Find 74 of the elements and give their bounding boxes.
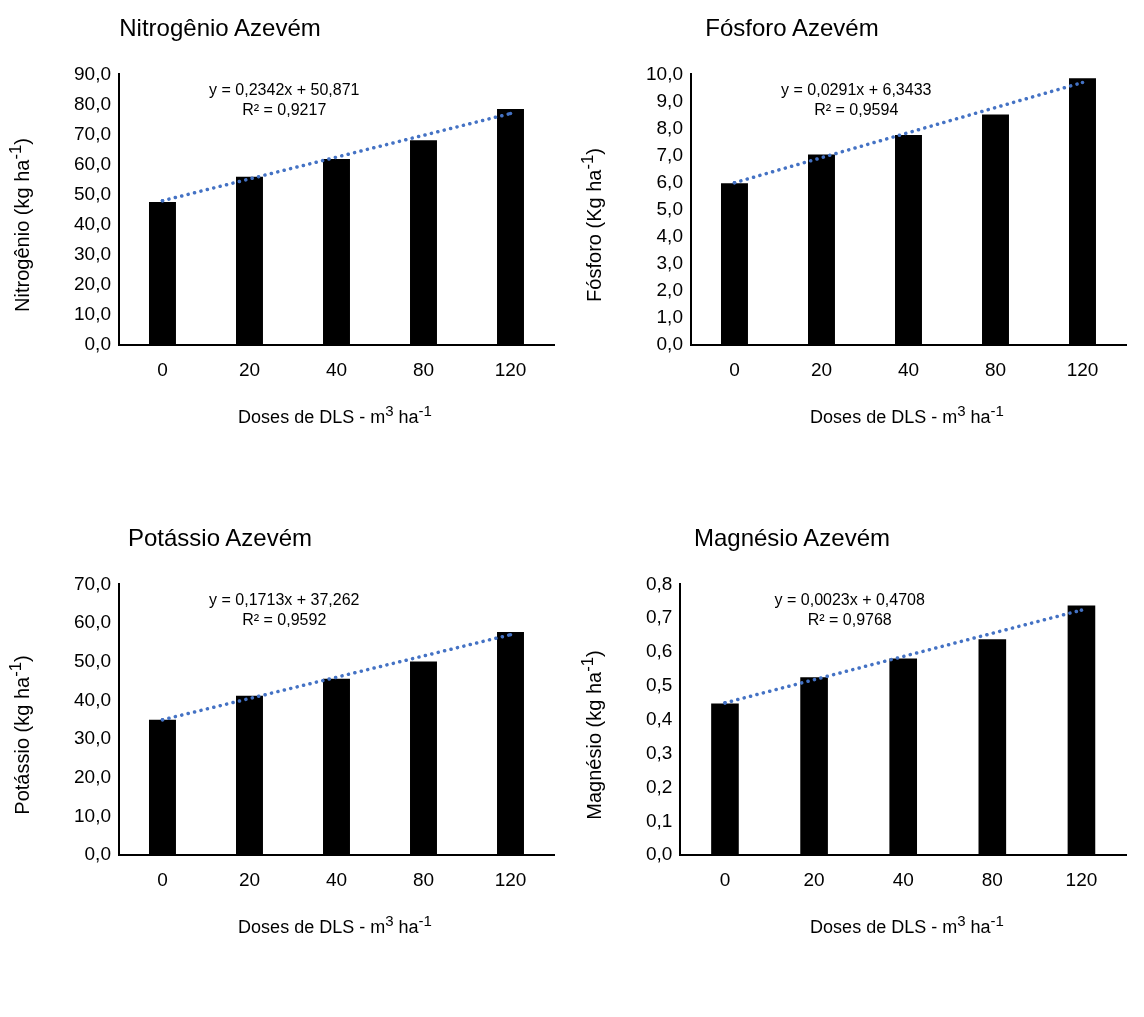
x-axis-title: Doses de DLS - m$^{3}$ ha$^{-1}$ <box>237 402 433 428</box>
x-tick-label: 20 <box>810 358 833 380</box>
y-tick-label: 60,0 <box>74 152 111 174</box>
x-tick-label: 20 <box>803 868 825 890</box>
y-tick-label: 0,0 <box>645 843 673 865</box>
y-tick-label: 10,0 <box>646 62 683 84</box>
y-tick-label: 0,0 <box>84 333 111 355</box>
y-tick-label: 0,5 <box>645 674 673 696</box>
y-tick-label: 5,0 <box>656 198 683 220</box>
y-tick-label: 0,2 <box>645 775 673 797</box>
y-tick-label: 80,0 <box>74 92 111 114</box>
x-tick-label: 120 <box>494 868 527 890</box>
y-tick-label: 4,0 <box>656 225 683 247</box>
y-tick-label: 40,0 <box>74 213 111 235</box>
y-tick-label: 0,0 <box>656 333 683 355</box>
x-tick-label: 40 <box>897 358 920 380</box>
y-tick-label: 30,0 <box>74 243 111 265</box>
x-tick-label: 80 <box>984 358 1007 380</box>
chart-title: Magnésio Azevém <box>692 524 892 552</box>
x-tick-label: 120 <box>494 358 527 380</box>
y-tick-label: 6,0 <box>656 170 683 192</box>
x-tick-label: 40 <box>892 868 914 890</box>
annotation: R² = 0,9768 <box>807 610 892 628</box>
x-tick-label: 0 <box>719 868 731 890</box>
x-tick-label: 40 <box>325 868 348 890</box>
y-tick-label: 0,6 <box>645 640 673 662</box>
annotation: R² = 0,9217 <box>242 100 327 118</box>
y-tick-label: 0,7 <box>645 606 673 628</box>
y-tick-label: 7,0 <box>656 143 683 165</box>
y-tick-label: 20,0 <box>74 766 111 788</box>
x-tick-label: 0 <box>157 868 168 890</box>
annotation: y = 0,2342x + 50,871 <box>209 80 360 98</box>
y-tick-label: 70,0 <box>74 572 111 594</box>
y-tick-label: 90,0 <box>74 62 111 84</box>
y-tick-label: 40,0 <box>74 688 111 710</box>
annotation: R² = 0,9592 <box>242 610 327 628</box>
x-tick-label: 120 <box>1065 868 1098 890</box>
y-tick-label: 2,0 <box>656 279 683 301</box>
y-tick-label: 0,8 <box>645 572 673 594</box>
y-tick-label: 8,0 <box>656 116 683 138</box>
x-axis-title: Doses de DLS - m$^{3}$ ha$^{-1}$ <box>809 402 1005 428</box>
x-tick-label: 80 <box>412 358 435 380</box>
x-tick-label: 20 <box>238 868 261 890</box>
y-tick-label: 10,0 <box>74 804 111 826</box>
y-tick-label: 50,0 <box>74 650 111 672</box>
y-tick-label: 9,0 <box>656 89 683 111</box>
annotation: R² = 0,9594 <box>814 100 899 118</box>
x-tick-label: 20 <box>238 358 261 380</box>
x-axis-title: Doses de DLS - m$^{3}$ ha$^{-1}$ <box>809 912 1005 938</box>
chart-title: Nitrogênio Azevém <box>118 14 322 42</box>
y-tick-label: 0,4 <box>645 708 673 730</box>
y-tick-label: 3,0 <box>656 252 683 274</box>
y-tick-label: 20,0 <box>74 273 111 295</box>
annotation: y = 0,0023x + 0,4708 <box>774 590 926 608</box>
x-tick-label: 0 <box>729 358 740 380</box>
y-tick-label: 0,3 <box>645 741 673 763</box>
x-tick-label: 40 <box>325 358 348 380</box>
x-tick-label: 120 <box>1066 358 1099 380</box>
y-tick-label: 0,0 <box>84 843 111 865</box>
chart-title: Potássio Azevém <box>126 524 314 552</box>
y-tick-label: 10,0 <box>74 303 111 325</box>
y-tick-label: 50,0 <box>74 182 111 204</box>
x-tick-label: 80 <box>981 868 1003 890</box>
y-tick-label: 0,1 <box>645 809 673 831</box>
y-tick-label: 60,0 <box>74 611 111 633</box>
x-tick-label: 0 <box>157 358 168 380</box>
y-tick-label: 30,0 <box>74 727 111 749</box>
annotation: y = 0,0291x + 6,3433 <box>781 80 932 98</box>
x-axis-title: Doses de DLS - m$^{3}$ ha$^{-1}$ <box>237 912 433 938</box>
x-tick-label: 80 <box>412 868 435 890</box>
y-tick-label: 70,0 <box>74 122 111 144</box>
annotation: y = 0,1713x + 37,262 <box>209 590 360 608</box>
y-tick-label: 1,0 <box>656 306 683 328</box>
chart-title: Fósforo Azevém <box>704 14 880 42</box>
